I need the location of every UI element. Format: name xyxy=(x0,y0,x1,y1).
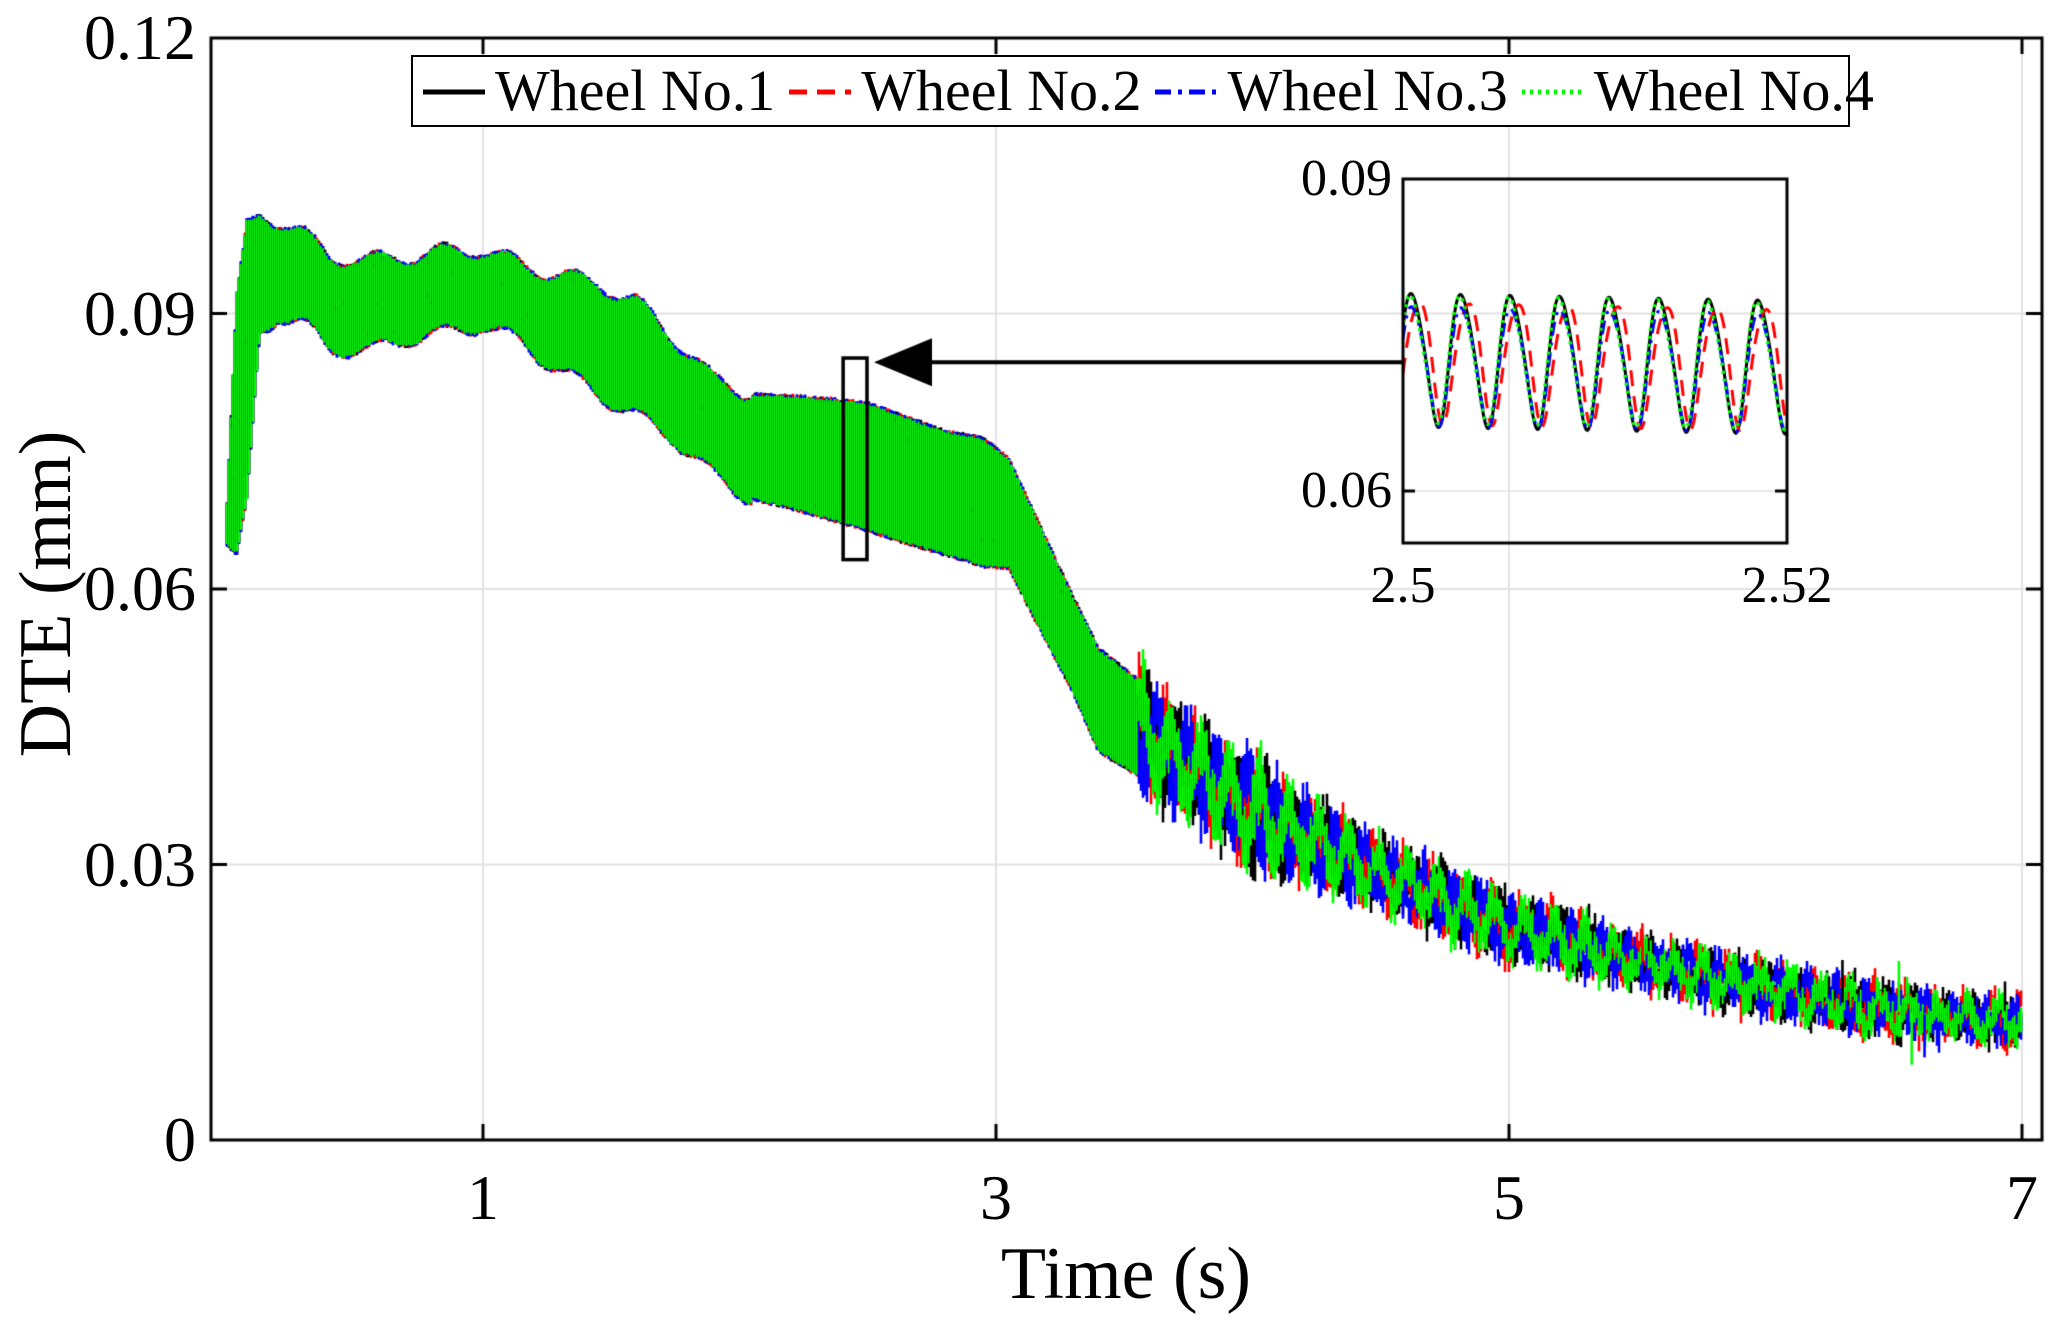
y-tick-label-0.09: 0.09 xyxy=(84,277,196,349)
legend-item-4: Wheel No.4 xyxy=(1520,55,1886,127)
legend-label-3: Wheel No.3 xyxy=(1227,58,1508,123)
legend-label-2: Wheel No.2 xyxy=(861,58,1142,123)
legend-item-1: Wheel No.1 xyxy=(421,55,787,127)
legend-label-4: Wheel No.4 xyxy=(1593,58,1874,123)
legend-line-sample-dashed xyxy=(789,89,852,95)
legend-box: Wheel No.1 Wheel No.2 Wheel No.3 Wheel No.4 xyxy=(411,55,1874,127)
y-tick-label-0.06: 0.06 xyxy=(84,553,196,624)
x-tick-label-7: 7 xyxy=(2006,1162,2038,1233)
legend-line-sample-dashdot xyxy=(1155,89,1218,95)
x-tick-label-5: 5 xyxy=(1493,1162,1525,1233)
inset-x-tick-label-2.5: 2.5 xyxy=(1370,557,1436,614)
inset-y-tick-label-0.06: 0.06 xyxy=(1301,462,1392,519)
legend-line-sample-dotted xyxy=(1521,89,1584,95)
x-tick-label-1: 1 xyxy=(467,1162,499,1233)
x-tick-label-3: 3 xyxy=(980,1162,1012,1233)
inset-y-tick-label-0.09: 0.09 xyxy=(1301,150,1392,207)
inset-x-tick-label-2.52: 2.52 xyxy=(1741,557,1833,614)
y-tick-label-0: 0 xyxy=(164,1104,196,1175)
y-tick-label-0.03: 0.03 xyxy=(84,828,196,900)
legend-label-1: Wheel No.1 xyxy=(495,58,776,123)
legend-item-2: Wheel No.2 xyxy=(787,55,1153,127)
legend-item-3: Wheel No.3 xyxy=(1153,55,1519,127)
y-tick-label-0.12: 0.12 xyxy=(84,2,196,73)
x-axis-title: Time (s) xyxy=(1000,1233,1252,1315)
y-axis-title: DTE (mm) xyxy=(5,430,87,758)
legend-line-sample-solid xyxy=(423,89,485,95)
